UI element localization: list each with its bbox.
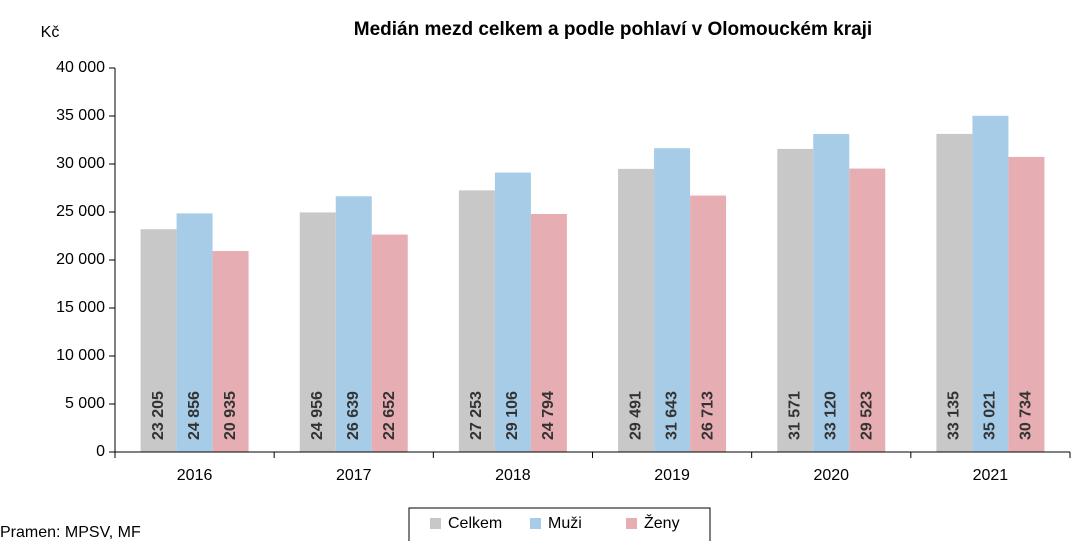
x-tick-label: 2019 bbox=[654, 467, 690, 484]
legend-label: Celkem bbox=[448, 515, 502, 532]
y-tick-label: 0 bbox=[96, 443, 105, 460]
y-axis-unit: Kč bbox=[41, 24, 60, 41]
x-tick-label: 2018 bbox=[495, 467, 531, 484]
value-label: 22 652 bbox=[381, 391, 398, 440]
bar bbox=[299, 212, 336, 452]
y-tick-label: 25 000 bbox=[56, 203, 105, 220]
x-tick-label: 2016 bbox=[177, 467, 213, 484]
value-label: 24 794 bbox=[540, 391, 557, 440]
bar bbox=[458, 190, 495, 452]
value-label: 29 491 bbox=[627, 391, 644, 440]
x-tick-label: 2021 bbox=[973, 467, 1009, 484]
bar bbox=[936, 133, 973, 453]
legend-box bbox=[408, 507, 711, 541]
legend-swatch bbox=[430, 518, 441, 529]
value-label: 31 571 bbox=[786, 391, 803, 440]
bar bbox=[530, 213, 567, 452]
value-label: 23 205 bbox=[150, 391, 167, 440]
y-tick-label: 10 000 bbox=[56, 347, 105, 364]
bar bbox=[494, 172, 531, 452]
bar bbox=[690, 195, 727, 452]
legend-swatch bbox=[626, 518, 637, 529]
bar bbox=[335, 196, 372, 452]
bar bbox=[849, 168, 886, 452]
bar bbox=[212, 251, 249, 452]
value-label: 33 135 bbox=[946, 391, 963, 440]
legend-label: Muži bbox=[548, 515, 582, 532]
value-label: 29 106 bbox=[504, 391, 521, 440]
bar bbox=[1008, 156, 1045, 452]
x-tick-label: 2020 bbox=[813, 467, 849, 484]
bar bbox=[140, 229, 177, 452]
legend-label: Ženy bbox=[644, 513, 680, 532]
y-tick-label: 20 000 bbox=[56, 251, 105, 268]
bar bbox=[176, 213, 213, 452]
bar bbox=[777, 148, 814, 452]
bar bbox=[813, 134, 850, 452]
y-tick-label: 30 000 bbox=[56, 155, 105, 172]
bar bbox=[972, 115, 1009, 452]
value-label: 24 856 bbox=[186, 391, 203, 440]
value-label: 26 713 bbox=[699, 391, 716, 440]
value-label: 30 734 bbox=[1018, 391, 1035, 440]
value-label: 24 956 bbox=[309, 391, 326, 440]
value-label: 26 639 bbox=[345, 391, 362, 440]
value-label: 29 523 bbox=[858, 391, 875, 440]
y-tick-label: 35 000 bbox=[56, 107, 105, 124]
bar bbox=[371, 234, 408, 452]
y-tick-label: 40 000 bbox=[56, 59, 105, 76]
x-tick-label: 2017 bbox=[336, 467, 372, 484]
source-note: Pramen: MPSV, MF bbox=[0, 524, 141, 541]
bar bbox=[618, 168, 655, 452]
value-label: 35 021 bbox=[982, 391, 999, 440]
y-tick-label: 5 000 bbox=[65, 395, 105, 412]
value-label: 27 253 bbox=[468, 391, 485, 440]
value-label: 33 120 bbox=[822, 391, 839, 440]
chart-title: Medián mezd celkem a podle pohlaví v Olo… bbox=[354, 19, 872, 40]
bar bbox=[654, 148, 691, 452]
y-tick-label: 15 000 bbox=[56, 299, 105, 316]
legend-swatch bbox=[530, 518, 541, 529]
value-label: 31 643 bbox=[663, 391, 680, 440]
value-label: 20 935 bbox=[222, 391, 239, 440]
